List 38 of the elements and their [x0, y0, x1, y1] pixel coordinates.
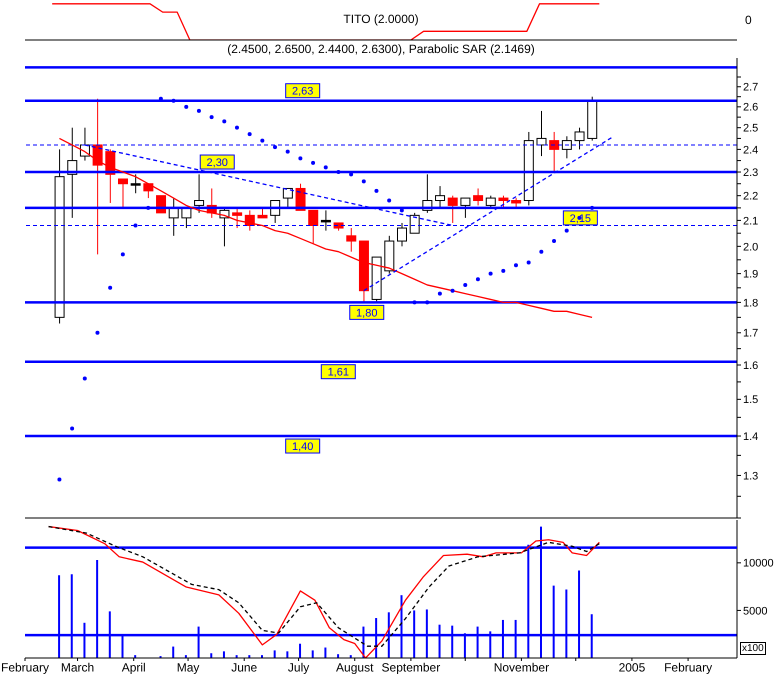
x-tick-label: April — [122, 660, 146, 675]
ref-line-label: 1,40 — [292, 441, 314, 454]
y-tick-label: 1.3 — [743, 470, 758, 482]
x-tick-label: 2005 — [618, 660, 646, 675]
chart-title: (2.4500, 2.6500, 2.4400, 2.6300), Parabolic SAR (2.1469) — [226, 42, 536, 56]
y-tick-label: 2.0 — [743, 241, 758, 254]
y-tick-label: 1.5 — [743, 394, 758, 406]
y-tick-label: 10000 — [743, 558, 774, 570]
y-tick-label: 2.6 — [743, 102, 758, 114]
ref-line-label: 2,30 — [206, 157, 228, 170]
y-axis-title: x100 — [740, 642, 766, 655]
x-tick-label: September — [382, 660, 440, 675]
x-tick-label: February — [664, 660, 712, 675]
text: TITO (2.0000) — [342, 12, 420, 26]
ref-line-label: 2,63 — [292, 86, 314, 98]
y-tick-label: 2.4 — [743, 144, 758, 156]
y-tick-label: 1.8 — [743, 297, 758, 310]
x-tick-label: May — [176, 660, 200, 675]
y-tick-label: 1.6 — [743, 360, 758, 372]
y-tick-label: 1.4 — [743, 430, 758, 443]
x-tick-label: March — [60, 660, 94, 675]
text: 0 — [745, 13, 752, 27]
y-tick-label: 1.9 — [743, 268, 758, 281]
ref-line-label: 2,15 — [570, 212, 592, 225]
ref-line-label: 1,80 — [356, 307, 378, 320]
y-tick-label: 1.7 — [743, 328, 758, 340]
y-tick-label: 5000 — [743, 605, 768, 618]
x-tick-label: July — [288, 660, 310, 675]
ref-line-label: 1,61 — [328, 366, 349, 379]
x-tick-label: August — [336, 660, 374, 675]
y-tick-label: 2.7 — [743, 82, 758, 94]
y-tick-label: 2.5 — [743, 122, 758, 135]
y-tick-label: 2.3 — [743, 166, 758, 179]
y-tick-label: 2.2 — [743, 190, 758, 203]
x-tick-label: June — [231, 660, 258, 675]
y-tick-label: 2.1 — [743, 215, 758, 228]
x-tick-label: February — [0, 660, 50, 675]
x-tick-label: November — [494, 660, 550, 675]
